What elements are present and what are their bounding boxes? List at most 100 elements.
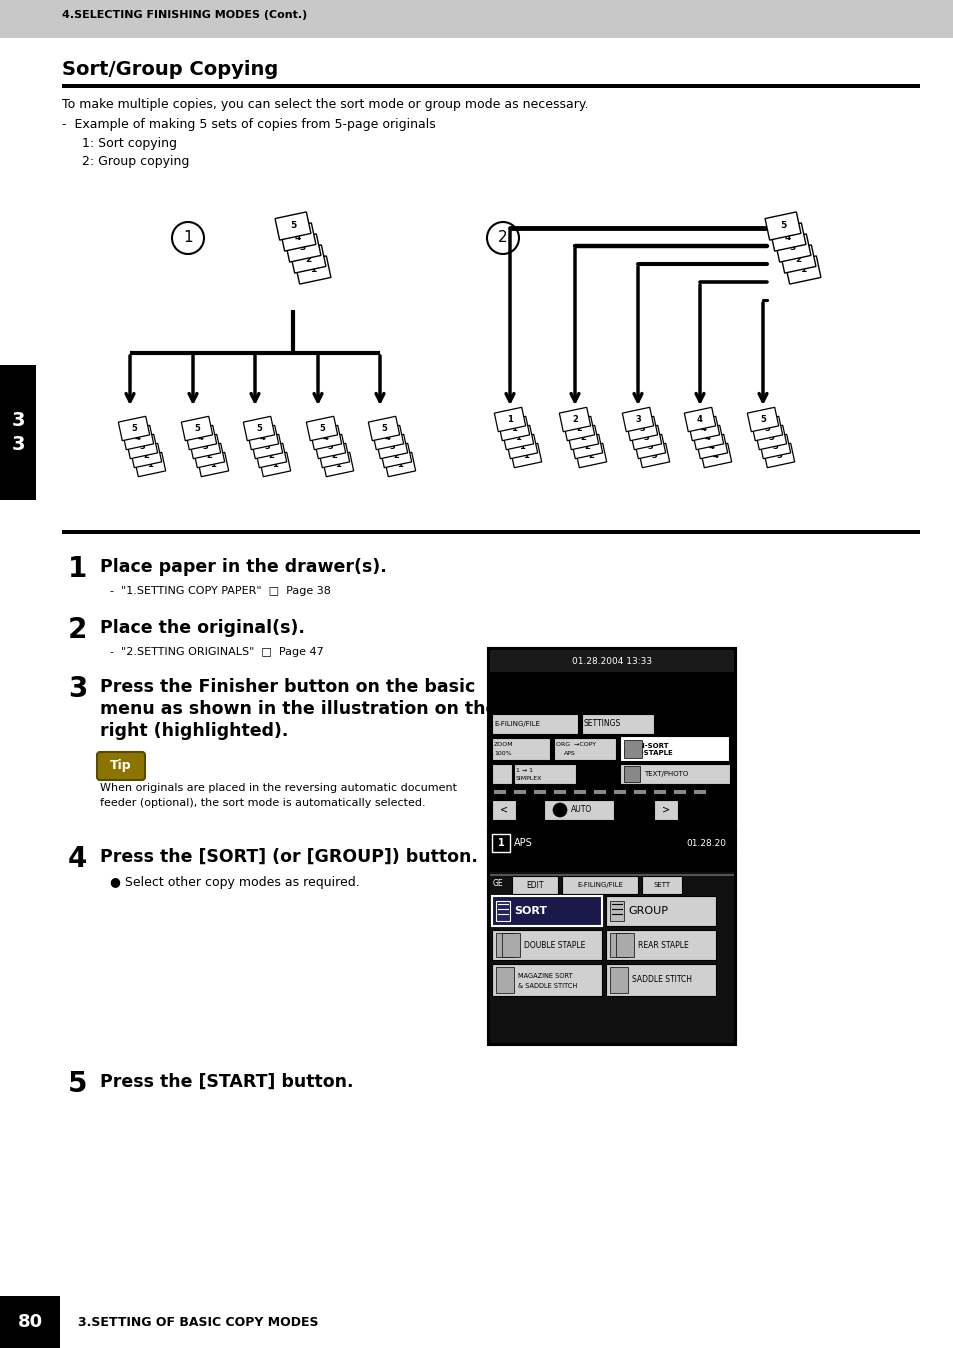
Bar [62, 84, 919, 88]
Text: 4: 4 [294, 232, 301, 241]
Bar [247, 426, 278, 450]
Text: 4: 4 [708, 442, 714, 452]
Text: 1: 1 [147, 460, 152, 469]
Bar [197, 453, 229, 477]
Bar [609, 933, 627, 957]
Text: DOUBLE STAPLE: DOUBLE STAPLE [523, 941, 585, 949]
Text: 3: 3 [11, 435, 25, 454]
Text: 3: 3 [299, 244, 306, 252]
Text: 1: 1 [68, 555, 87, 582]
Text: MAGAZINE SORT: MAGAZINE SORT [517, 973, 572, 979]
Bar [185, 426, 216, 450]
Text: 4: 4 [323, 433, 329, 442]
Bar [492, 799, 516, 820]
Bar [501, 933, 519, 957]
Text: SORT: SORT [514, 906, 547, 917]
Text: 1: 1 [799, 266, 805, 275]
Bar [567, 426, 598, 450]
Text: 1: 1 [515, 433, 520, 442]
Bar [605, 964, 716, 996]
Bar [700, 443, 731, 468]
Bar [774, 235, 810, 262]
Text: 3: 3 [635, 415, 640, 425]
Bar [638, 443, 669, 468]
Text: APS: APS [514, 838, 532, 848]
Text: 2: Group copying: 2: Group copying [82, 155, 190, 168]
Text: To make multiple copies, you can select the sort mode or group mode as necessary: To make multiple copies, you can select … [62, 98, 588, 111]
Text: 5: 5 [68, 1070, 88, 1099]
Text: 3: 3 [651, 452, 657, 460]
Text: AUTO: AUTO [571, 806, 592, 814]
Text: 80: 80 [17, 1313, 43, 1330]
Text: NON-SORT
NON-STAPLE: NON-SORT NON-STAPLE [622, 743, 672, 756]
Text: 1: 1 [335, 460, 340, 469]
Bar [558, 407, 590, 431]
Text: 4: 4 [697, 415, 702, 425]
Bar [605, 930, 716, 960]
Bar [609, 967, 627, 993]
Text: 2: 2 [68, 616, 88, 644]
Text: SETT: SETT [653, 882, 670, 888]
Bar [285, 235, 320, 262]
Bar [492, 764, 512, 785]
Bar [510, 443, 541, 468]
Text: 3: 3 [389, 442, 395, 452]
Bar [490, 874, 733, 876]
Text: ORG  →COPY: ORG →COPY [556, 741, 596, 747]
Text: -  "2.SETTING ORIGINALS"  □  Page 47: - "2.SETTING ORIGINALS" □ Page 47 [110, 647, 323, 656]
Bar [193, 443, 225, 468]
Text: right (highlighted).: right (highlighted). [100, 723, 288, 740]
Text: 3: 3 [68, 675, 88, 704]
Text: 100%: 100% [494, 751, 511, 756]
Text: SETTINGS: SETTINGS [583, 720, 620, 728]
Text: -  "1.SETTING COPY PAPER"  □  Page 38: - "1.SETTING COPY PAPER" □ Page 38 [110, 586, 331, 596]
Bar [769, 222, 805, 251]
Text: 3.SETTING OF BASIC COPY MODES: 3.SETTING OF BASIC COPY MODES [78, 1316, 318, 1329]
Bar [764, 212, 801, 240]
Bar [118, 417, 150, 441]
Bar [372, 426, 403, 450]
Bar [189, 434, 220, 458]
Bar [746, 407, 778, 431]
Bar [280, 222, 315, 251]
Bar [683, 407, 715, 431]
Bar [375, 434, 407, 458]
Text: 2: 2 [143, 452, 149, 460]
Text: 4: 4 [135, 433, 141, 442]
Text: 01.28.20: 01.28.20 [685, 838, 725, 848]
Text: TEXT/PHOTO: TEXT/PHOTO [643, 771, 687, 776]
Text: 5: 5 [763, 425, 769, 433]
Bar [126, 434, 157, 458]
Bar [494, 790, 505, 794]
Text: 5: 5 [380, 425, 387, 433]
Text: 2: 2 [579, 433, 585, 442]
Text: 4.SELECTING FINISHING MODES (Cont.): 4.SELECTING FINISHING MODES (Cont.) [62, 9, 307, 20]
Text: 1: 1 [183, 231, 193, 245]
Text: 4: 4 [700, 425, 706, 433]
Circle shape [172, 222, 204, 253]
Text: 2: 2 [393, 452, 398, 460]
Text: 1 → 1: 1 → 1 [516, 768, 533, 772]
Bar [581, 714, 654, 735]
Bar [0, 1295, 953, 1348]
Text: 4: 4 [260, 433, 266, 442]
Text: E-FILING/FILE: E-FILING/FILE [494, 721, 539, 727]
Text: Press the [SORT] (or [GROUP]) button.: Press the [SORT] (or [GROUP]) button. [100, 848, 477, 865]
Bar [0, 365, 36, 474]
Bar [630, 426, 661, 450]
Bar [512, 876, 558, 894]
Bar [534, 790, 545, 794]
Bar [62, 530, 919, 534]
Bar [490, 673, 733, 712]
Text: ZOOM: ZOOM [494, 741, 513, 747]
Text: 1: 1 [518, 442, 524, 452]
Bar [490, 1033, 733, 1043]
Text: 2: 2 [206, 452, 212, 460]
Text: ● Select other copy modes as required.: ● Select other copy modes as required. [110, 876, 359, 888]
Bar [368, 417, 399, 441]
Text: 2: 2 [268, 452, 274, 460]
Bar [496, 967, 514, 993]
Bar [554, 737, 616, 760]
Text: 4: 4 [704, 433, 710, 442]
Bar [380, 443, 412, 468]
